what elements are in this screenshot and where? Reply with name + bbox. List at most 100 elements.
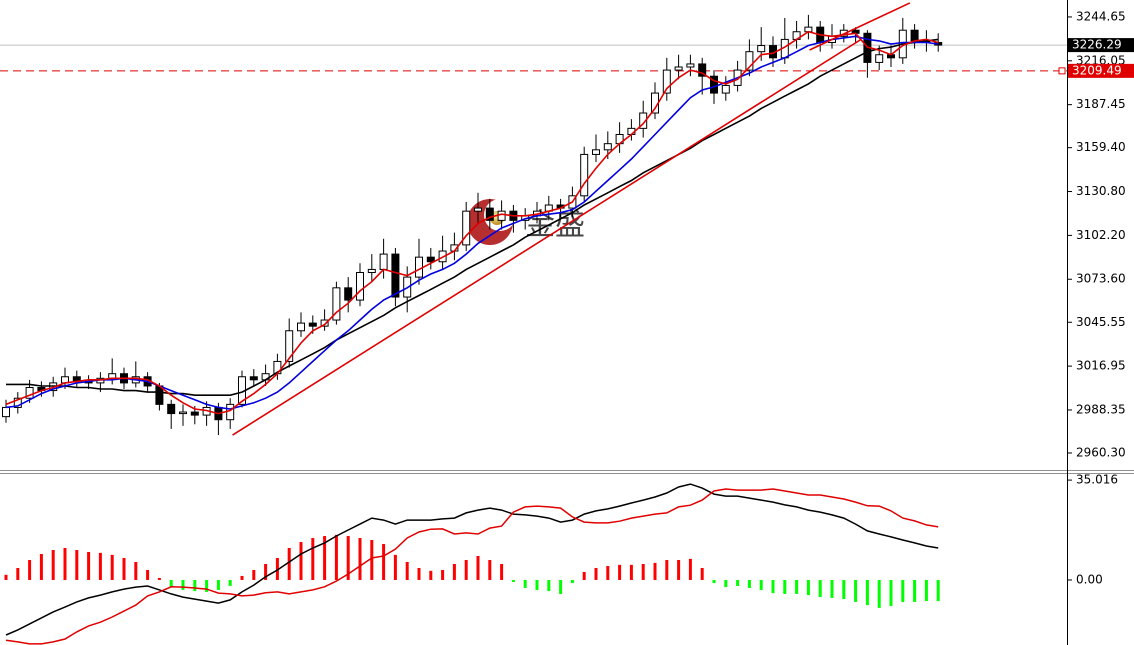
alert-label: 3209.49 [1072, 63, 1122, 77]
candle-body [580, 153, 589, 197]
histogram-bar [700, 567, 704, 580]
histogram-bar [464, 559, 468, 580]
histogram-bar [146, 569, 150, 580]
histogram-bar [747, 579, 751, 588]
histogram-bar [783, 579, 787, 594]
histogram-bar [405, 561, 409, 580]
histogram-bar [4, 574, 8, 580]
histogram-bar [299, 542, 303, 580]
histogram-bar [181, 579, 185, 590]
histogram-bar [511, 579, 515, 582]
candle-body [757, 45, 766, 53]
y-tick-label: 3130.80 [1076, 184, 1126, 198]
candle-body [415, 256, 423, 278]
candle-body [308, 322, 317, 327]
y-tick-label: 3016.95 [1076, 359, 1126, 373]
histogram-bar [122, 558, 126, 580]
histogram-bar [901, 579, 905, 602]
candle-body [721, 84, 730, 94]
histogram-bar [370, 540, 374, 580]
y-tick-label: 3159.40 [1076, 140, 1126, 154]
candle-body [367, 268, 376, 273]
trendline [809, 2, 911, 51]
histogram-bar [228, 579, 232, 586]
histogram-bar [441, 569, 445, 580]
histogram-bar [157, 577, 161, 580]
candle-body [474, 207, 482, 212]
histogram-bar [417, 567, 421, 580]
histogram-bar [618, 564, 622, 580]
histogram-bar [98, 552, 102, 580]
histogram-bar [488, 559, 492, 580]
histogram-bar [382, 544, 386, 580]
histogram-bar [736, 579, 740, 586]
alert-label-box [1068, 63, 1134, 78]
histogram-bar [594, 567, 598, 580]
histogram-bar [393, 554, 397, 580]
histogram-bar [323, 536, 327, 580]
histogram-bar [134, 561, 138, 580]
histogram-bar [913, 579, 917, 602]
histogram-bar [63, 548, 67, 580]
histogram-bar [500, 563, 504, 580]
histogram-bar [523, 579, 527, 588]
histogram-bar [87, 552, 91, 580]
histogram-bar [169, 579, 173, 588]
moving-average [6, 38, 939, 396]
y-tick-label: 3216.05 [1076, 53, 1126, 67]
histogram-bar [842, 579, 846, 600]
candle-body [2, 406, 10, 418]
histogram-bar [653, 562, 657, 580]
histogram-bar [570, 579, 574, 584]
candle-body [190, 411, 199, 416]
moving-average [5, 30, 939, 415]
histogram-bar [476, 556, 480, 580]
candle-body [639, 112, 648, 129]
candle-body [497, 210, 506, 221]
candle-body [592, 149, 600, 155]
candle-body [662, 69, 671, 94]
candle-body [25, 387, 34, 399]
histogram-bar [535, 579, 539, 590]
price-panel [0, 2, 1067, 436]
histogram-bar [429, 570, 433, 580]
histogram-bar [28, 559, 32, 580]
histogram-bar [889, 579, 893, 606]
histogram-bar [51, 550, 55, 580]
y-tick-label: 35.016 [1076, 473, 1118, 487]
histogram-bar [334, 534, 338, 580]
histogram-bar [771, 579, 775, 594]
histogram-bar [252, 569, 256, 580]
histogram-bar [452, 563, 456, 580]
candle-body [426, 256, 435, 263]
histogram-bar [665, 559, 669, 580]
histogram-bar [216, 579, 220, 590]
histogram-bar [795, 579, 799, 594]
y-tick-label: 3102.20 [1076, 228, 1126, 242]
histogram-bar [240, 575, 244, 580]
histogram-bar [358, 538, 362, 580]
histogram-bar [688, 558, 692, 580]
candle-body [297, 322, 305, 332]
histogram-bar [818, 579, 822, 598]
histogram-bar [936, 579, 940, 602]
histogram-bar [924, 579, 928, 602]
histogram-bar [629, 564, 633, 580]
candle-body [745, 51, 754, 71]
histogram-bar [724, 579, 728, 588]
histogram-bar [75, 550, 79, 580]
histogram-bar [110, 554, 114, 580]
histogram-bar [759, 579, 763, 590]
alert-marker [1058, 67, 1066, 75]
histogram-bar [547, 579, 551, 592]
candle-body [332, 287, 341, 321]
trendline [232, 39, 861, 436]
histogram-bar [606, 565, 610, 580]
y-tick-label: 2960.30 [1076, 445, 1126, 459]
candle-body [179, 411, 187, 415]
y-tick-label: 3073.60 [1076, 272, 1126, 286]
candle-body [356, 271, 364, 301]
candle-body [710, 75, 718, 94]
candle-body [698, 63, 707, 77]
